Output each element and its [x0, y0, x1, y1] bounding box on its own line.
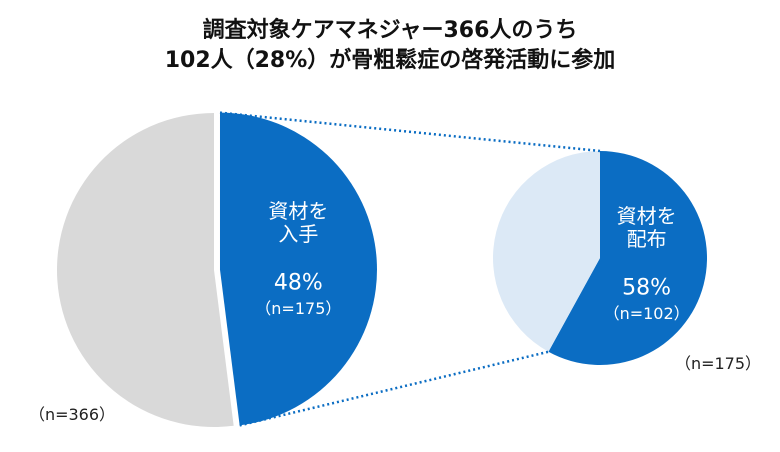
chart-title: 調査対象ケアマネジャー366人のうち: [202, 18, 578, 43]
pie-slice: [57, 113, 234, 427]
slice-label: 資材を 入手: [268, 198, 329, 246]
pie-slice: [219, 112, 377, 426]
pie-n-label: （n=366）: [28, 405, 116, 424]
connector: [219, 111, 601, 153]
pie-slice: [493, 151, 600, 352]
pie-slice: [548, 151, 707, 365]
count-label: （n=175）: [255, 298, 342, 318]
chart-subtitle: 102人（28%）が骨粗鬆症の啓発活動に参加: [164, 48, 616, 73]
count-label: （n=102）: [603, 303, 690, 323]
value-label: 48%: [273, 270, 323, 296]
slice-label: 資材を 配布: [616, 203, 677, 251]
value-label: 58%: [622, 275, 672, 301]
pie-n-label: （n=175）: [674, 354, 762, 373]
